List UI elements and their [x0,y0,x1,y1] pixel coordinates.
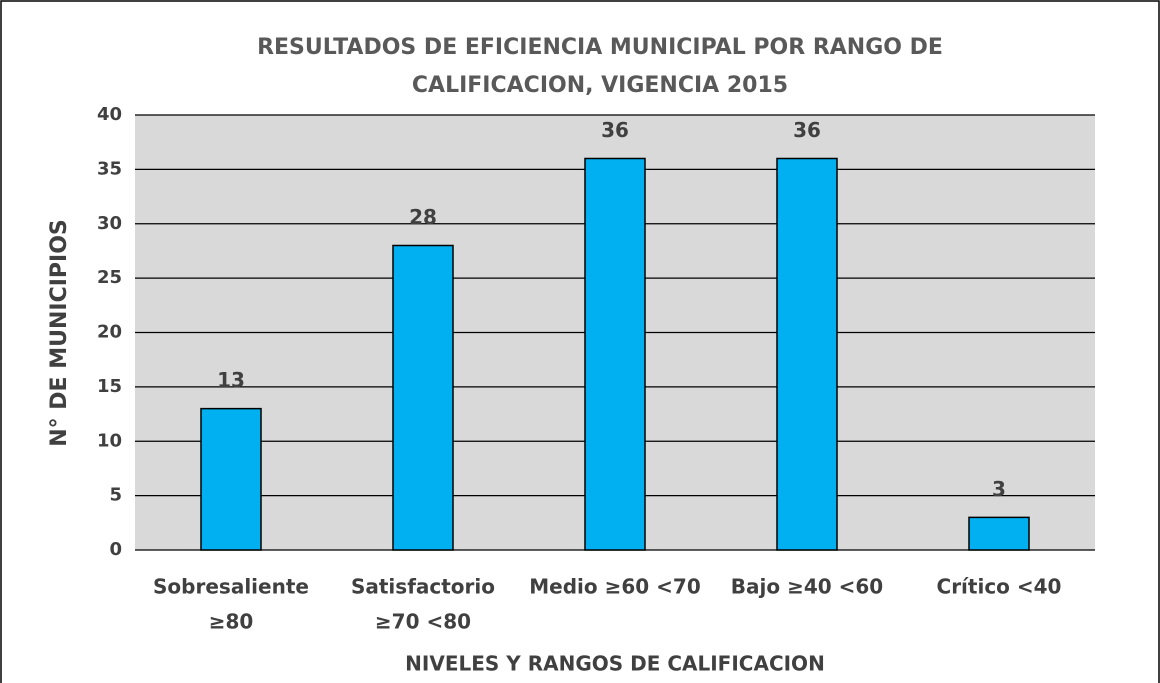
x-axis-title: NIVELES Y RANGOS DE CALIFICACION [405,652,825,676]
y-tick-label: 20 [97,322,122,343]
x-tick-label: Bajo ≥40 <60 [731,575,883,599]
x-tick-label: Satisfactorio [351,575,495,599]
y-axis-title: N° DE MUNICIPIOS [47,219,72,447]
y-tick-label: 40 [97,104,122,125]
bar [200,407,262,551]
y-tick-label: 25 [97,267,122,288]
data-label: 36 [793,118,821,142]
x-tick-label: ≥80 [209,610,254,634]
x-tick-label: Sobresaliente [153,575,309,599]
chart-title: RESULTADOS DE EFICIENCIA MUNICIPAL POR R… [257,35,943,60]
x-tick-label: Medio ≥60 <70 [529,575,700,599]
chart-title: CALIFICACION, VIGENCIA 2015 [412,73,788,98]
y-tick-label: 35 [97,158,122,179]
data-label: 28 [409,205,437,229]
x-tick-label: Crítico <40 [937,575,1062,599]
y-tick-label: 10 [97,430,122,451]
bar [968,516,1030,551]
y-tick-label: 5 [109,485,122,506]
bar [392,244,454,551]
y-tick-label: 0 [109,539,122,560]
y-tick-label: 15 [97,376,122,397]
bar [584,157,646,551]
x-tick-label: ≥70 <80 [375,610,471,634]
data-label: 3 [992,477,1006,501]
data-label: 13 [217,368,245,392]
bar [776,157,838,551]
y-tick-label: 30 [97,213,122,234]
data-label: 36 [601,118,629,142]
